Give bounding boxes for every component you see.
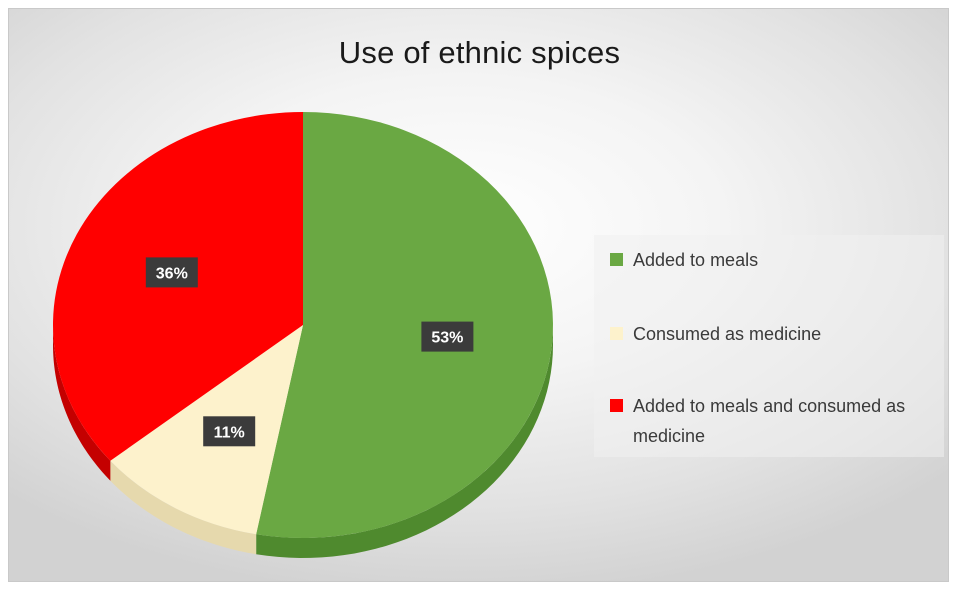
legend-label: Added to meals and consumed as medicine <box>633 396 906 446</box>
pie-sides <box>53 325 553 558</box>
legend-item-consumed-as-medicine: Consumed as medicine <box>610 319 943 349</box>
legend-item-added-to-meals-and-consumed-as-medicine: Added to meals and consumed as medicine <box>610 391 943 451</box>
data-label-box <box>145 257 198 288</box>
data-label-added-to-meals: 53% <box>421 321 474 352</box>
pie-slices <box>52 112 553 538</box>
data-label-consumed-as-medicine: 11% <box>203 416 256 447</box>
chart-frame: Use of ethnic spices 53% 11% 36% Added to … <box>8 8 949 582</box>
chart-title: Use of ethnic spices <box>338 35 621 70</box>
legend-swatch <box>610 399 623 412</box>
data-label-text: 53% <box>431 330 463 347</box>
data-label-added-to-meals-and-consumed-as-medicine: 36% <box>145 257 198 288</box>
data-label-text: 36% <box>156 265 188 282</box>
pie-side-consumed-as-medicine <box>110 460 257 555</box>
data-label-text: 11% <box>214 424 245 441</box>
legend-swatch <box>610 327 623 340</box>
legend-item-added-to-meals: Added to meals <box>610 245 943 275</box>
legend-label: Added to meals <box>633 250 759 270</box>
pie-chart: 53% 11% 36% <box>52 112 553 558</box>
pie-slice-added-to-meals <box>256 112 553 538</box>
legend-swatch <box>610 253 623 266</box>
data-label-box <box>203 416 256 447</box>
legend: Added to meals Consumed as medicine Adde… <box>594 235 944 457</box>
pie-side-added-to-meals-and-consumed-as-medicine <box>53 325 111 481</box>
pie-data-labels: 53% 11% 36% <box>145 257 474 447</box>
data-label-box <box>421 321 474 352</box>
legend-label: Consumed as medicine <box>633 324 822 344</box>
